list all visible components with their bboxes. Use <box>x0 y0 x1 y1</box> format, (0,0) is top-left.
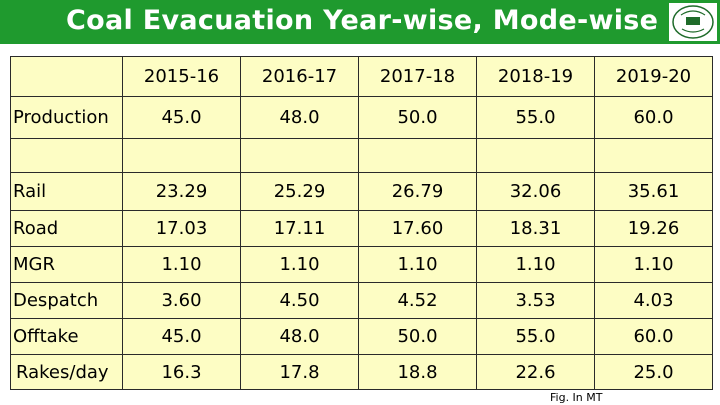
value-cell: 4.50 <box>240 282 359 319</box>
slide-title: Coal Evacuation Year-wise, Mode-wise <box>66 5 659 36</box>
value-cell: 17.8 <box>240 354 359 390</box>
row-label: Despatch <box>10 282 123 319</box>
value-cell: 1.10 <box>358 246 477 283</box>
value-cell: 35.61 <box>594 172 713 211</box>
value-cell: 60.0 <box>594 96 713 139</box>
row-label: Production <box>10 96 123 139</box>
value-cell: 3.60 <box>122 282 241 319</box>
value-cell: 50.0 <box>358 96 477 139</box>
year-header: 2016-17 <box>240 56 359 97</box>
value-cell: 45.0 <box>122 96 241 139</box>
spacer-row <box>10 138 713 173</box>
value-cell: 32.06 <box>476 172 595 211</box>
value-cell: 1.10 <box>240 246 359 283</box>
row-label: Rakes/day <box>10 354 123 390</box>
row-label: Offtake <box>10 318 123 355</box>
value-cell: 1.10 <box>122 246 241 283</box>
production-row: Production 45.0 48.0 50.0 55.0 60.0 <box>10 96 713 139</box>
value-cell: 48.0 <box>240 96 359 139</box>
year-header: 2017-18 <box>358 56 477 97</box>
value-cell: 4.03 <box>594 282 713 319</box>
value-cell: 45.0 <box>122 318 241 355</box>
table-row: Despatch 3.60 4.50 4.52 3.53 4.03 <box>10 282 713 319</box>
evacuation-table: 2015-16 2016-17 2017-18 2018-19 2019-20 … <box>10 56 713 390</box>
value-cell: 3.53 <box>476 282 595 319</box>
value-cell: 26.79 <box>358 172 477 211</box>
value-cell: 4.52 <box>358 282 477 319</box>
value-cell: 50.0 <box>358 318 477 355</box>
value-cell: 19.26 <box>594 210 713 247</box>
value-cell: 17.60 <box>358 210 477 247</box>
value-cell: 16.3 <box>122 354 241 390</box>
value-cell: 23.29 <box>122 172 241 211</box>
table-row: Offtake 45.0 48.0 50.0 55.0 60.0 <box>10 318 713 355</box>
company-emblem-icon <box>672 5 714 39</box>
value-cell: 22.6 <box>476 354 595 390</box>
value-cell: 1.10 <box>476 246 595 283</box>
value-cell: 18.31 <box>476 210 595 247</box>
company-logo-icon <box>668 2 718 42</box>
value-cell: 55.0 <box>476 318 595 355</box>
row-label: MGR <box>10 246 123 283</box>
value-cell: 17.03 <box>122 210 241 247</box>
value-cell: 60.0 <box>594 318 713 355</box>
title-bar: Coal Evacuation Year-wise, Mode-wise <box>0 0 720 44</box>
value-cell: 18.8 <box>358 354 477 390</box>
evacuation-table-container: 2015-16 2016-17 2017-18 2018-19 2019-20 … <box>10 56 713 390</box>
table-row: Road 17.03 17.11 17.60 18.31 19.26 <box>10 210 713 247</box>
row-label: Rail <box>10 172 123 211</box>
value-cell: 1.10 <box>594 246 713 283</box>
value-cell: 25.0 <box>594 354 713 390</box>
value-cell: 17.11 <box>240 210 359 247</box>
header-row: 2015-16 2016-17 2017-18 2018-19 2019-20 <box>10 56 713 97</box>
value-cell: 55.0 <box>476 96 595 139</box>
corner-cell <box>10 56 123 97</box>
year-header: 2018-19 <box>476 56 595 97</box>
table-row: Rakes/day 16.3 17.8 18.8 22.6 25.0 <box>10 354 713 390</box>
table-row: Rail 23.29 25.29 26.79 32.06 35.61 <box>10 172 713 211</box>
year-header: 2019-20 <box>594 56 713 97</box>
table-row: MGR 1.10 1.10 1.10 1.10 1.10 <box>10 246 713 283</box>
units-footnote: Fig. In MT <box>550 391 603 404</box>
year-header: 2015-16 <box>122 56 241 97</box>
row-label: Road <box>10 210 123 247</box>
value-cell: 48.0 <box>240 318 359 355</box>
value-cell: 25.29 <box>240 172 359 211</box>
